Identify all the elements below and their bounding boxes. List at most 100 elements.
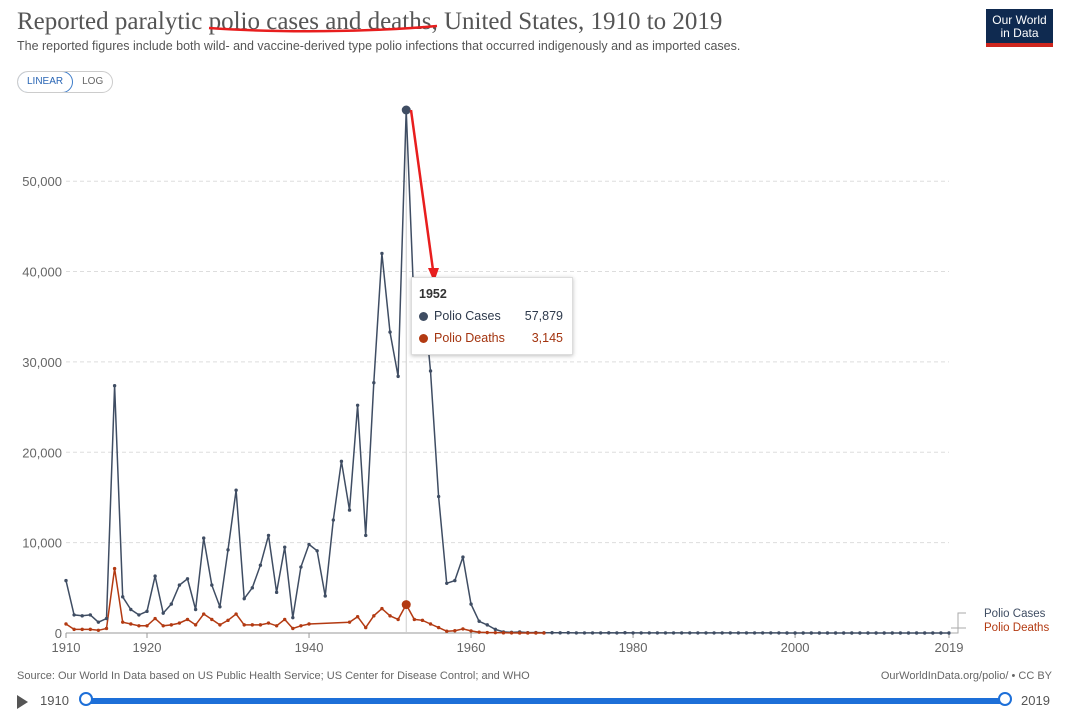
y-tick-label: 20,000 [22,445,62,460]
source-note: Source: Our World In Data based on US Pu… [17,670,530,682]
data-point [388,614,392,618]
data-point [396,617,400,622]
data-point [226,618,230,623]
tooltip-deaths-value: 3,145 [531,331,563,345]
license-link[interactable]: OurWorldInData.org/polio/ • CC BY [880,670,1052,682]
data-point [364,533,368,538]
tooltip-cases-label: Polio Cases [434,309,501,323]
data-point [922,631,927,635]
data-point [720,631,724,635]
data-point [104,616,109,621]
data-point [420,618,425,623]
data-point [64,578,68,583]
chart-subtitle: The reported figures include both wild- … [17,39,741,53]
tooltip-year: 1952 [419,287,447,301]
data-point [323,594,327,598]
data-point [80,627,84,632]
data-point [833,631,838,635]
timeline-start-label: 1910 [40,693,69,708]
data-point [355,615,360,619]
deaths-dot-icon [419,333,428,343]
data-point [291,615,295,620]
data-point [104,626,109,631]
gridlines [66,180,949,544]
data-point [185,577,190,581]
data-point [647,631,651,635]
data-point [744,631,749,635]
data-point [728,631,732,635]
data-point [347,620,352,624]
x-axis: 1910 1920 1940 1960 1980 2000 2019 [52,632,963,655]
data-point [315,549,319,553]
data-point [121,620,125,624]
data-point [607,631,611,635]
series-line-cases [65,109,949,634]
x-tick-label: 2000 [781,640,810,655]
data-point [226,548,230,552]
data-point [372,381,376,385]
data-point [145,609,149,614]
data-point [372,614,376,618]
tooltip-cases-value: 57,879 [524,309,563,323]
data-point [477,630,481,634]
x-tick-label: 1940 [295,640,324,655]
data-point [485,623,489,627]
data-point [598,631,603,635]
data-point [137,613,141,617]
data-point [234,612,238,616]
data-point [453,629,457,633]
data-point [145,624,149,628]
data-point [615,631,619,635]
tooltip: 1952 Polio Cases 57,879 Polio Deaths 3,1… [411,277,573,355]
annotation-arrow-head [428,268,439,282]
data-point [129,607,133,612]
timeline-end-handle[interactable] [998,692,1012,706]
y-axis: 0 10,000 20,000 30,000 40,000 50,000 [22,174,62,641]
data-point [882,631,886,635]
timeline: 1910 2019 [0,688,1069,714]
data-point [566,631,570,635]
data-point [655,631,660,635]
x-tick-label: 1910 [52,640,81,655]
data-point [299,565,303,569]
data-point [493,627,498,632]
data-point [274,590,279,595]
data-point [129,622,133,626]
timeline-track[interactable] [86,698,1005,704]
data-point [380,606,384,611]
data-point [266,621,271,625]
annotation-underline [208,24,438,33]
data-point [445,581,449,586]
data-point [793,631,797,635]
data-point [401,600,411,610]
data-point [874,631,878,635]
data-point [396,374,400,379]
log-scale-button[interactable]: LOG [82,76,104,87]
data-point [760,631,765,635]
cases-dot-icon [419,311,428,321]
x-tick-label: 1920 [133,640,162,655]
data-point [121,595,125,599]
linear-scale-button[interactable]: LINEAR [18,72,74,92]
data-point [177,621,182,625]
data-point [785,631,789,635]
data-point [88,627,93,632]
tooltip-deaths-label: Polio Deaths [434,331,505,345]
data-point [250,586,255,590]
series-lines [65,109,949,634]
data-point [202,536,206,540]
play-icon[interactable] [17,695,28,709]
data-point [299,624,303,628]
data-point [445,629,449,633]
data-point [623,631,627,635]
timeline-start-handle[interactable] [79,692,93,706]
data-point [493,630,498,635]
data-point [534,631,538,635]
data-point [153,574,157,578]
data-point [193,623,198,627]
data-point [858,631,862,635]
logo-line-2: in Data [1000,26,1039,40]
data-point [193,607,198,612]
owid-logo[interactable]: Our World in Data [986,9,1053,47]
